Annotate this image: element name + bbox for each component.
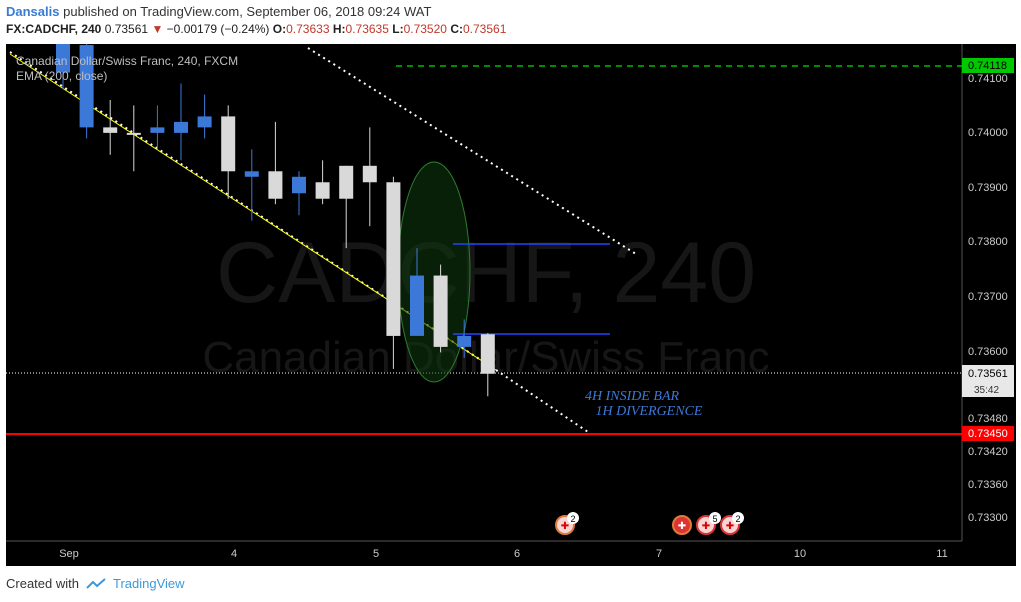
candle-body	[292, 176, 306, 194]
ohlc-line: FX:CADCHF, 240 0.73561 ▼ −0.00179 (−0.24…	[6, 22, 506, 36]
candle-body	[457, 335, 472, 347]
candle-body	[315, 182, 330, 199]
channel-lower-extension	[495, 369, 589, 433]
x-tick-label: 11	[936, 548, 947, 560]
y-tick-label: 0.73420	[968, 446, 1008, 458]
tradingview-cloud-icon	[86, 577, 106, 589]
candle-body	[56, 44, 70, 73]
publish-line: Dansalis published on TradingView.com, S…	[6, 4, 431, 19]
candle-body	[339, 165, 354, 199]
x-tick-label: 6	[514, 548, 520, 560]
x-tick-label: 5	[373, 548, 379, 560]
svg-text:5: 5	[712, 514, 717, 524]
candle-body	[103, 127, 118, 133]
watermark-symbol: CADCHF, 240	[216, 225, 756, 321]
open-value: 0.73633	[286, 22, 330, 36]
y-tick-label: 0.74100	[968, 73, 1008, 85]
current-price-text: 0.73561	[968, 368, 1008, 380]
high-value: 0.73635	[345, 22, 389, 36]
svg-text:✚: ✚	[702, 521, 710, 532]
y-tick-label: 0.73900	[968, 182, 1008, 194]
chart-legend: Canadian Dollar/Swiss Franc, 240, FXCM E…	[16, 54, 238, 84]
legend-title: Canadian Dollar/Swiss Franc, 240, FXCM	[16, 54, 239, 68]
candle-body	[126, 132, 141, 135]
channel-upper-line	[307, 47, 637, 255]
y-tick-label: 0.73700	[968, 291, 1008, 303]
close-label: C:	[450, 22, 463, 36]
y-tick-label: 0.73800	[968, 236, 1008, 248]
symbol-label: FX:CADCHF, 240	[6, 22, 102, 36]
candle-body	[197, 116, 212, 128]
x-tick-label: 10	[794, 548, 806, 560]
candle-body	[362, 165, 377, 183]
event-badge[interactable]: ✚	[672, 515, 692, 535]
candle-body	[174, 121, 188, 133]
price-axis: 0.74100 0.74000 0.73900 0.73800 0.73700 …	[968, 73, 1008, 524]
published-text: published on TradingView.com, September …	[63, 4, 432, 19]
chart-pane[interactable]: CADCHF, 240 Canadian Dollar/Swiss Franc …	[6, 44, 1016, 566]
candle-body	[268, 171, 283, 199]
event-badge[interactable]: ✚ 2	[720, 512, 744, 535]
event-badge[interactable]: ✚ 2	[555, 512, 579, 535]
candle-body	[410, 275, 424, 336]
open-label: O:	[272, 22, 287, 36]
svg-text:2: 2	[570, 514, 575, 524]
y-tick-label: 0.73480	[968, 413, 1008, 425]
candle-body	[244, 171, 259, 177]
last-price: 0.73561	[104, 22, 149, 36]
annotation-inside-bar: 4H INSIDE BAR	[585, 389, 680, 404]
candle-body	[221, 116, 236, 172]
close-value: 0.73561	[462, 22, 507, 36]
candle-body	[79, 45, 94, 128]
countdown-text: 35:42	[974, 385, 999, 396]
event-badges: ✚ 2 ✚ ✚ 5 ✚ 2	[555, 512, 744, 535]
x-tick-label: 7	[656, 548, 662, 560]
low-value: 0.73520	[403, 22, 447, 36]
highlight-ellipse	[397, 161, 471, 383]
candles-group	[56, 44, 495, 397]
y-tick-label: 0.74000	[968, 127, 1008, 139]
y-tick-label: 0.73600	[968, 346, 1008, 358]
event-badge[interactable]: ✚ 5	[696, 512, 721, 535]
x-tick-label: Sep	[59, 548, 79, 560]
support-price-badge	[962, 426, 1014, 441]
candle-body	[480, 334, 495, 374]
footer: Created with TradingView	[6, 576, 185, 591]
tradingview-link[interactable]: TradingView	[112, 576, 185, 591]
svg-text:✚: ✚	[561, 521, 569, 532]
y-tick-label: 0.73360	[968, 479, 1008, 491]
svg-text:✚: ✚	[726, 521, 734, 532]
down-arrow-icon: ▼	[151, 22, 164, 36]
resistance-price-badge	[962, 58, 1014, 73]
candle-body	[150, 127, 165, 133]
chart-canvas[interactable]: CADCHF, 240 Canadian Dollar/Swiss Franc …	[6, 44, 1016, 566]
support-price-text: 0.73450	[968, 428, 1008, 440]
created-with-text: Created with	[6, 576, 79, 591]
high-label: H:	[332, 22, 346, 36]
annotation-divergence: 1H DIVERGENCE	[596, 404, 703, 419]
candle-body	[386, 182, 401, 336]
candle-body	[433, 275, 448, 347]
legend-indicator: EMA (200, close)	[16, 69, 108, 83]
author-link[interactable]: Dansalis	[6, 4, 60, 19]
svg-text:✚: ✚	[678, 521, 686, 532]
price-change: −0.00179 (−0.24%)	[166, 22, 270, 36]
y-tick-label: 0.73300	[968, 512, 1008, 524]
time-axis: Sep 4 5 6 7 10 11	[59, 548, 948, 560]
resistance-price-text: 0.74118	[968, 60, 1007, 72]
svg-text:2: 2	[735, 514, 740, 524]
x-tick-label: 4	[231, 548, 237, 560]
current-price-badge	[962, 365, 1014, 397]
low-label: L:	[392, 22, 404, 36]
